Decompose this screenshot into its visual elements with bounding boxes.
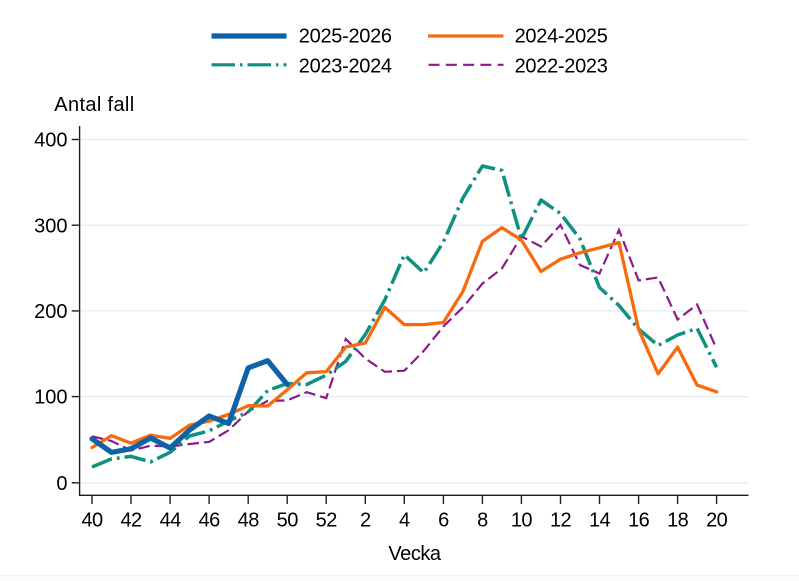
svg-text:8: 8 [477,509,488,531]
svg-text:44: 44 [160,509,182,531]
svg-text:18: 18 [667,509,689,531]
svg-text:50: 50 [277,509,299,531]
svg-text:2024-2025: 2024-2025 [515,26,608,48]
svg-text:12: 12 [550,509,572,531]
svg-text:0: 0 [56,473,67,495]
svg-text:40: 40 [81,509,103,531]
svg-text:6: 6 [438,509,449,531]
svg-text:14: 14 [589,509,611,531]
svg-text:46: 46 [199,509,221,531]
svg-text:2025-2026: 2025-2026 [299,26,392,48]
svg-text:52: 52 [316,509,338,531]
svg-text:200: 200 [34,301,67,323]
svg-text:20: 20 [706,509,728,531]
svg-text:100: 100 [34,387,67,409]
svg-text:42: 42 [120,509,142,531]
svg-text:2022-2023: 2022-2023 [515,55,608,77]
svg-text:300: 300 [34,215,67,237]
svg-text:48: 48 [238,509,260,531]
svg-text:400: 400 [34,130,67,152]
svg-text:16: 16 [628,509,650,531]
svg-text:Antal fall: Antal fall [54,94,134,116]
svg-text:Vecka: Vecka [388,543,442,565]
svg-text:4: 4 [399,509,410,531]
svg-text:2: 2 [360,509,371,531]
svg-text:2023-2024: 2023-2024 [299,55,392,77]
svg-text:10: 10 [511,509,533,531]
